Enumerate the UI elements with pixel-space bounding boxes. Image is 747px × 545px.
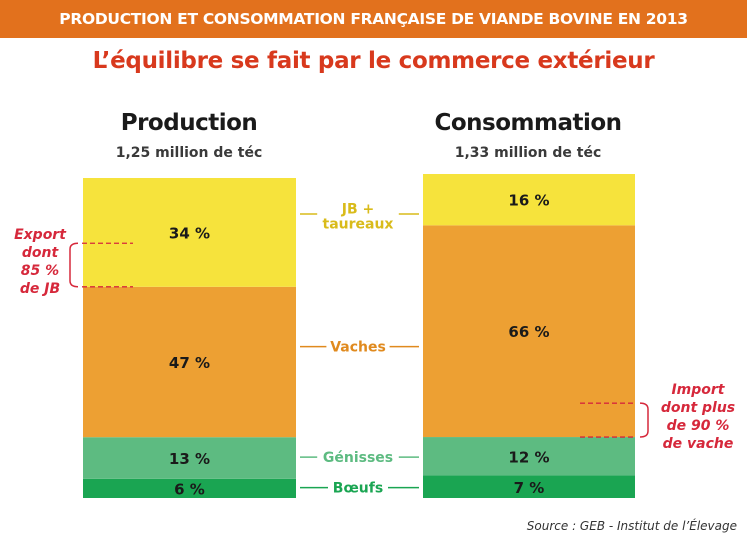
consommation-total: 1,33 million de téc <box>454 145 602 161</box>
data-label-consommation-vaches: 66 % <box>508 323 549 341</box>
data-label-production-boeufs: 6 % <box>174 480 205 498</box>
legend-label-genisses: Génisses <box>323 450 393 466</box>
legend-label-boeufs: Bœufs <box>333 481 383 497</box>
data-label-consommation-jb-taureaux: 16 % <box>508 192 549 210</box>
bar-consommation-jb-taureaux <box>423 174 635 226</box>
export-annotation-line-1: Export <box>14 227 67 243</box>
consommation-title: Consommation <box>434 110 622 136</box>
import-annotation-line-2: dont plus <box>661 400 735 416</box>
bar-production-genisses <box>83 437 296 479</box>
export-bracket <box>69 242 79 288</box>
bar-consommation-vaches <box>423 225 635 438</box>
data-label-production-jb-taureaux: 34 % <box>169 224 210 242</box>
header-band <box>0 0 747 38</box>
bar-production-boeufs <box>83 478 296 498</box>
import-annotation-line-4: de vache <box>663 436 734 452</box>
production-title: Production <box>120 110 258 136</box>
bar-consommation-genisses <box>423 437 635 476</box>
production-total: 1,25 million de téc <box>115 145 263 161</box>
chart-header-title: PRODUCTION ET CONSOMMATION FRANÇAISE DE … <box>59 10 688 28</box>
data-label-consommation-boeufs: 7 % <box>514 479 545 497</box>
export-annotation-line-2: dont <box>22 245 60 261</box>
import-annotation-line-3: de 90 % <box>667 418 730 434</box>
data-label-production-genisses: 13 % <box>169 450 210 468</box>
export-annotation-line-4: de JB <box>20 281 60 297</box>
export-annotation-line-3: 85 % <box>21 263 59 279</box>
source-note: Source : GEB - Institut de l’Élevage <box>526 519 737 533</box>
import-bracket <box>639 402 649 438</box>
legend-label-jb-taureaux-line-1: JB + <box>341 202 374 218</box>
bar-production-jb-taureaux <box>83 178 296 287</box>
bar-production-vaches <box>83 286 296 438</box>
legend-label-vaches: Vaches <box>330 340 386 356</box>
bar-consommation-boeufs <box>423 475 635 498</box>
chart-subtitle: L’équilibre se fait par le commerce exté… <box>92 48 655 74</box>
data-label-consommation-genisses: 12 % <box>508 448 549 466</box>
legend-label-jb-taureaux-line-2: taureaux <box>323 217 394 233</box>
import-annotation-line-1: Import <box>671 382 725 398</box>
data-label-production-vaches: 47 % <box>169 354 210 372</box>
